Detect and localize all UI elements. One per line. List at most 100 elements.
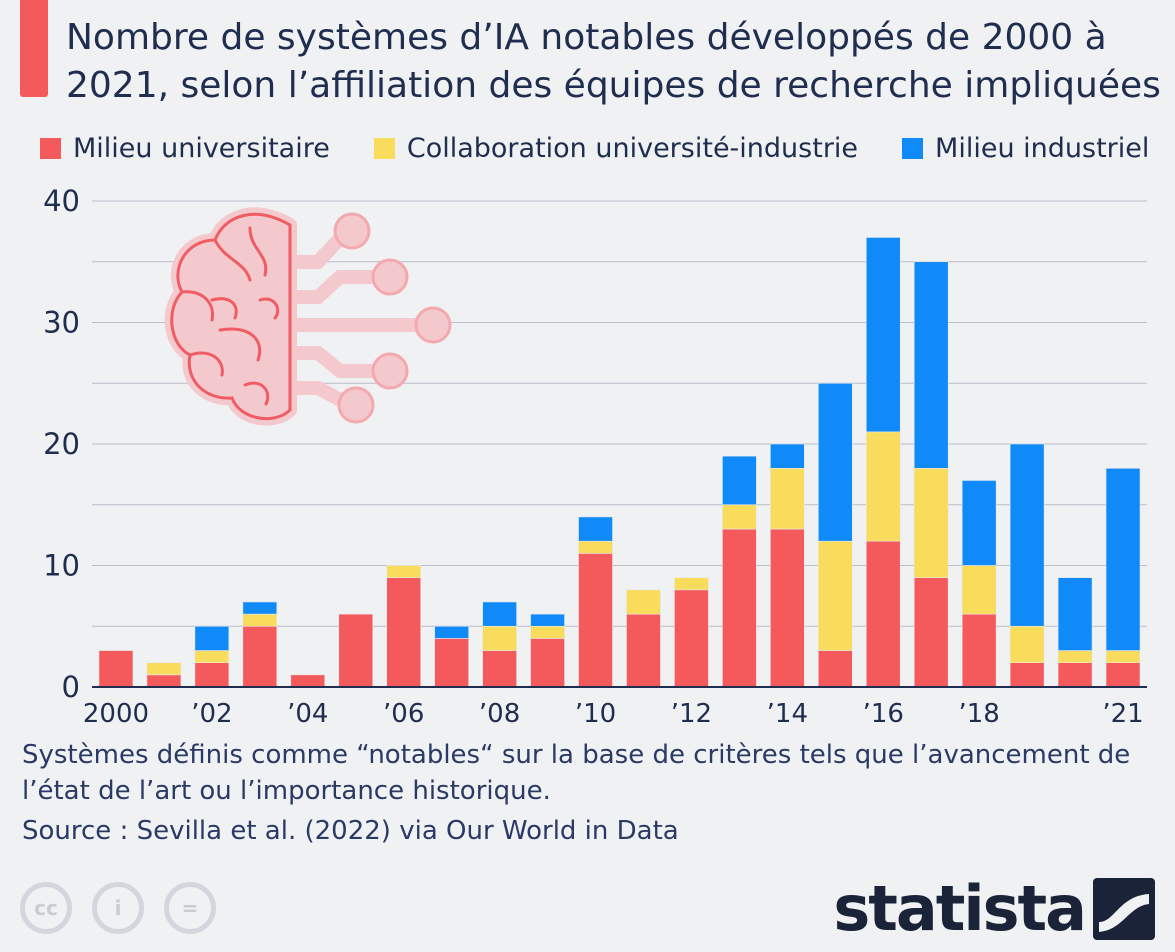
bar-segment-industry-2010	[578, 516, 613, 542]
bar-segment-collab-2011	[626, 589, 661, 615]
bar-segment-industry-2020	[1057, 577, 1093, 651]
bar-segment-academia-2004	[290, 674, 326, 688]
bar-segment-collab-2008	[482, 625, 517, 651]
bar-segment-collab-2001	[146, 662, 182, 676]
cc-icon[interactable]: cc	[20, 882, 72, 934]
chart-source: Source : Sevilla et al. (2022) via Our W…	[22, 816, 679, 846]
bar-segment-industry-2015	[817, 382, 853, 542]
legend-swatch-academia	[40, 137, 61, 159]
bar-segment-academia-2021	[1105, 662, 1141, 688]
bar-segment-academia-2007	[434, 638, 469, 688]
bar-segment-academia-2015	[817, 650, 853, 688]
bar-segment-industry-2008	[482, 601, 517, 627]
bar-segment-academia-2005	[338, 613, 374, 688]
bar-segment-collab-2006	[386, 565, 422, 578]
bar-segment-industry-2014	[770, 443, 805, 469]
bar-segment-industry-2002	[194, 625, 230, 651]
bar-segment-industry-2016	[865, 237, 901, 433]
bar-segment-academia-2013	[722, 528, 757, 688]
bar-segment-academia-2001	[146, 674, 182, 688]
nd-icon-label: =	[181, 896, 199, 920]
bar-segment-academia-2011	[626, 613, 661, 688]
x-tick-label: ’08	[479, 699, 520, 729]
legend-label-academia: Milieu universitaire	[73, 132, 330, 164]
bar-segment-academia-2012	[674, 589, 709, 688]
x-tick-label: ’06	[383, 699, 424, 729]
bar-segment-collab-2010	[578, 540, 613, 554]
y-axis-ticks: 0 10 20 30 40	[43, 184, 80, 704]
legend-label-industry: Milieu industriel	[935, 132, 1150, 164]
legend: Milieu universitaire Collaboration unive…	[40, 128, 1149, 168]
bar-segment-academia-2019	[1009, 662, 1045, 688]
legend-item-collab: Collaboration université-industrie	[373, 132, 859, 164]
bar-segment-collab-2017	[913, 467, 949, 578]
bar-segment-academia-2018	[961, 613, 997, 688]
x-tick-label: ’10	[575, 699, 616, 729]
cc-icon-label: cc	[34, 896, 58, 920]
bar-segment-collab-2014	[770, 467, 805, 530]
bar-segment-industry-2003	[242, 601, 278, 615]
bar-segment-academia-2002	[194, 662, 230, 688]
x-tick-label: ’02	[191, 699, 232, 729]
statista-logo[interactable]: statista	[833, 878, 1155, 940]
bar-segment-industry-2018	[961, 480, 997, 566]
bar-segment-collab-2009	[530, 625, 565, 639]
x-tick-label: 2000	[83, 699, 149, 729]
legend-item-industry: Milieu industriel	[902, 133, 1149, 164]
bar-segment-academia-2000	[98, 650, 134, 688]
bar-segment-industry-2009	[530, 613, 565, 627]
bar-segment-academia-2010	[578, 553, 613, 688]
bar-segment-academia-2006	[386, 577, 422, 688]
x-tick-label: ’12	[671, 699, 712, 729]
statista-logo-icon	[1093, 878, 1155, 940]
bar-chart: 0 10 20 30 40 2000 ’02 ’04 ’06 ’08 ’10 ’12 ’14 ’16 ’1…	[43, 184, 1147, 729]
bar-segment-collab-2015	[817, 540, 853, 651]
bar-segment-academia-2014	[770, 528, 805, 688]
x-tick-label: ’21	[1102, 699, 1143, 729]
legend-swatch-collab	[373, 137, 395, 159]
y-tick-label: 40	[43, 184, 80, 218]
chart-note: Systèmes définis comme “notables“ sur la…	[22, 740, 1131, 806]
bar-segment-industry-2007	[434, 625, 469, 639]
bar-segment-academia-2003	[242, 625, 278, 688]
bar-segment-industry-2021	[1105, 467, 1141, 651]
legend-swatch-industry	[902, 137, 924, 159]
bar-segment-academia-2016	[865, 540, 901, 688]
x-tick-label: ’04	[287, 699, 328, 729]
by-icon[interactable]: i	[92, 882, 144, 934]
license-icons: cc i =	[20, 882, 236, 934]
bar-segment-collab-2016	[865, 431, 901, 542]
bar-segment-academia-2017	[913, 577, 949, 688]
bar-segment-collab-2021	[1105, 650, 1141, 663]
bars	[98, 237, 1141, 688]
by-icon-label: i	[114, 896, 122, 920]
y-tick-label: 10	[43, 549, 80, 583]
bar-segment-academia-2008	[482, 650, 517, 688]
legend-item-academia: Milieu universitaire	[40, 133, 330, 164]
bar-segment-industry-2013	[722, 455, 757, 506]
y-tick-label: 20	[43, 427, 80, 461]
bar-segment-industry-2019	[1009, 443, 1045, 627]
x-tick-label: ’18	[958, 699, 999, 729]
y-tick-label: 0	[62, 670, 80, 704]
bar-segment-industry-2017	[913, 261, 949, 469]
bar-segment-collab-2002	[194, 650, 230, 663]
bar-segment-academia-2009	[530, 638, 565, 688]
bar-segment-collab-2012	[674, 577, 709, 591]
bar-segment-collab-2013	[722, 504, 757, 530]
bar-segment-collab-2019	[1009, 625, 1045, 664]
chart-title: Nombre de systèmes d’IA notables dévelop…	[66, 17, 1161, 106]
logo-text: statista	[833, 872, 1087, 945]
x-tick-label: ’14	[767, 699, 808, 729]
bar-segment-collab-2020	[1057, 650, 1093, 663]
bar-segment-collab-2018	[961, 565, 997, 615]
title-accent-bar	[20, 0, 48, 97]
x-axis-ticks: 2000 ’02 ’04 ’06 ’08 ’10 ’12 ’14 ’16 ’18 ’21	[83, 699, 1144, 729]
brain-circuit-illustration	[164, 207, 452, 426]
x-tick-label: ’16	[863, 699, 904, 729]
bar-segment-academia-2020	[1057, 662, 1093, 688]
legend-label-collab: Collaboration université-industrie	[406, 132, 859, 164]
nd-icon[interactable]: =	[164, 882, 216, 934]
y-tick-label: 30	[43, 306, 80, 340]
bar-segment-collab-2003	[242, 613, 278, 627]
